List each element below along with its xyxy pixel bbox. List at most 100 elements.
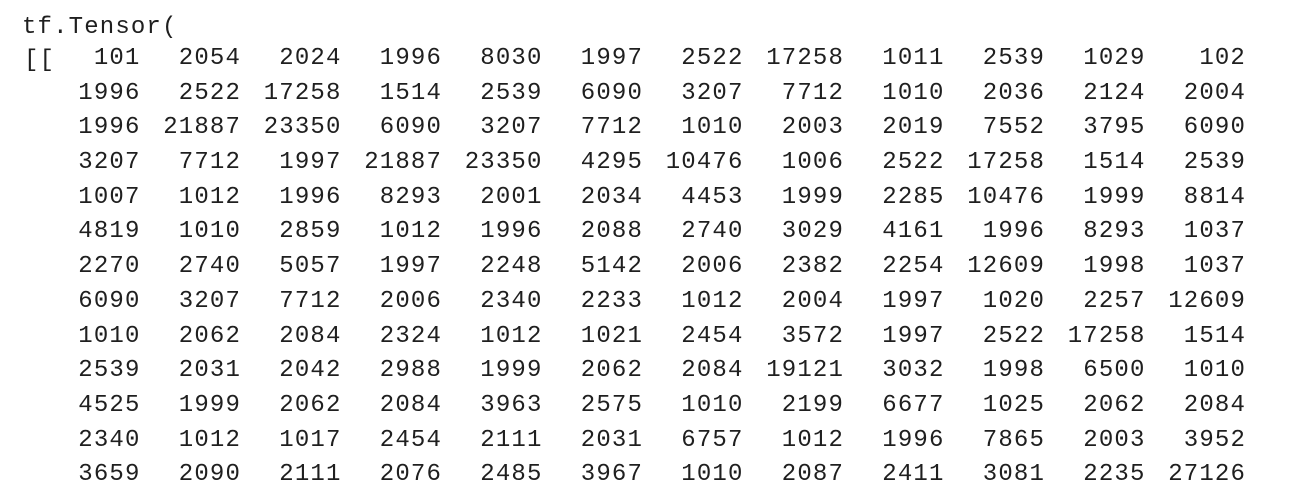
tensor-value: 2285 xyxy=(882,183,945,211)
tensor-value: 1514 xyxy=(379,79,442,107)
tensor-value: 8293 xyxy=(379,183,442,211)
tensor-value: 2084 xyxy=(279,322,342,350)
tensor-row: 1996 2522 17258 1514 2539 6090 3207 7712 1010 203… xyxy=(40,77,1246,112)
tensor-value: 2235 xyxy=(1083,461,1146,489)
tensor-row: 3659 2090 2111 2076 2485 3967 1010 2087 2411 3081… xyxy=(40,458,1246,493)
tensor-value: 1011 xyxy=(882,45,945,72)
tensor-value: 2740 xyxy=(178,253,241,281)
tensor-value: 1999 xyxy=(480,357,543,385)
tensor-row: 6090 3207 7712 2006 2340 2233 1012 2004 1997 1020… xyxy=(40,285,1246,320)
tensor-value: 101 xyxy=(93,45,141,72)
tensor-value: 3207 xyxy=(480,114,543,142)
tensor-value: 1998 xyxy=(1083,253,1146,281)
tensor-opening-brackets: [[ xyxy=(24,47,56,74)
tensor-value: 23350 xyxy=(464,149,543,177)
tensor-value: 2539 xyxy=(78,357,141,385)
tensor-value: 1012 xyxy=(480,322,543,350)
tensor-value: 1010 xyxy=(882,79,945,107)
tensor-value: 2001 xyxy=(480,183,543,211)
tensor-value: 1997 xyxy=(379,253,442,281)
tensor-value: 6090 xyxy=(1183,114,1246,142)
tensor-value: 2522 xyxy=(178,79,241,107)
tensor-value: 3659 xyxy=(78,461,141,489)
tensor-value: 1997 xyxy=(882,287,945,315)
tensor-value: 17258 xyxy=(263,79,342,107)
tensor-value: 1010 xyxy=(681,391,744,419)
tensor-value: 3081 xyxy=(982,461,1045,489)
tensor-value: 1010 xyxy=(178,218,241,246)
tensor-value: 1514 xyxy=(1083,149,1146,177)
tensor-value: 3032 xyxy=(882,357,945,385)
tensor-value: 1999 xyxy=(178,391,241,419)
tensor-value: 10476 xyxy=(967,183,1045,211)
tensor-value: 17258 xyxy=(967,149,1045,177)
tensor-value: 2062 xyxy=(279,391,342,419)
tensor-value: 2004 xyxy=(781,287,844,315)
tensor-value: 19121 xyxy=(766,357,844,385)
tensor-value: 2076 xyxy=(379,461,442,489)
tensor-row: 3207 7712 1997 21887 23350 4295 10476 1006 2522 1… xyxy=(40,146,1246,181)
tensor-value: 1010 xyxy=(78,322,141,350)
tensor-value: 1012 xyxy=(178,426,241,454)
tensor-value: 2062 xyxy=(1083,391,1146,419)
tensor-value: 2036 xyxy=(982,79,1045,107)
tensor-value: 2522 xyxy=(982,322,1045,350)
tensor-value: 6090 xyxy=(78,287,141,315)
tensor-value: 2454 xyxy=(681,322,744,350)
tensor-value: 3952 xyxy=(1183,426,1246,454)
tensor-value: 2740 xyxy=(681,218,744,246)
tensor-value: 2988 xyxy=(379,357,442,385)
tensor-value: 2340 xyxy=(480,287,543,315)
tensor-value: 2031 xyxy=(178,357,241,385)
tensor-value: 5057 xyxy=(279,253,342,281)
tensor-value: 2859 xyxy=(279,218,342,246)
tensor-header: tf.Tensor( xyxy=(22,14,178,41)
tensor-value: 1996 xyxy=(279,183,342,211)
tensor-value: 2084 xyxy=(379,391,442,419)
tensor-value: 2090 xyxy=(178,461,241,489)
tensor-value: 2454 xyxy=(379,426,442,454)
tensor-value: 1037 xyxy=(1183,253,1246,281)
tensor-value: 1021 xyxy=(580,322,643,350)
tensor-value: 2054 xyxy=(178,45,241,72)
tensor-value: 1999 xyxy=(1083,183,1146,211)
tensor-value: 2324 xyxy=(379,322,442,350)
tensor-value: 7712 xyxy=(781,79,844,107)
tensor-value: 7712 xyxy=(279,287,342,315)
tensor-value: 2124 xyxy=(1083,79,1146,107)
tensor-value: 1998 xyxy=(982,357,1045,385)
tensor-row: 1996 21887 23350 6090 3207 7712 1010 2003 2019 75… xyxy=(40,111,1246,146)
tensor-value: 27126 xyxy=(1168,461,1246,489)
tensor-value: 6677 xyxy=(882,391,945,419)
tensor-value: 2248 xyxy=(480,253,543,281)
tensor-value: 2006 xyxy=(379,287,442,315)
tensor-value: 2539 xyxy=(480,79,543,107)
tensor-value: 7712 xyxy=(580,114,643,142)
tensor-value: 2199 xyxy=(781,391,844,419)
tensor-row: 2539 2031 2042 2988 1999 2062 2084 19121 3032 199… xyxy=(40,354,1246,389)
tensor-value: 4525 xyxy=(78,391,141,419)
tensor-value: 1017 xyxy=(279,426,342,454)
tensor-value: 1996 xyxy=(78,114,141,142)
tensor-value: 1996 xyxy=(982,218,1045,246)
tensor-value: 3207 xyxy=(178,287,241,315)
tensor-value: 17258 xyxy=(766,45,844,72)
tensor-value: 10476 xyxy=(665,149,744,177)
tensor-value: 2340 xyxy=(78,426,141,454)
tensor-value: 1996 xyxy=(78,79,141,107)
tensor-value: 1010 xyxy=(681,461,744,489)
tensor-value: 1012 xyxy=(379,218,442,246)
tensor-value: 3029 xyxy=(781,218,844,246)
tensor-value: 1010 xyxy=(1183,357,1246,385)
tensor-value: 21887 xyxy=(163,114,241,142)
tensor-value: 3795 xyxy=(1083,114,1146,142)
tensor-value: 1999 xyxy=(781,183,844,211)
tensor-value: 2233 xyxy=(580,287,643,315)
tensor-value: 2003 xyxy=(781,114,844,142)
tensor-value: 2062 xyxy=(178,322,241,350)
tensor-value: 1025 xyxy=(982,391,1045,419)
tensor-value: 2539 xyxy=(982,45,1045,72)
tensor-value: 2111 xyxy=(480,426,543,454)
tensor-value: 2539 xyxy=(1183,149,1246,177)
